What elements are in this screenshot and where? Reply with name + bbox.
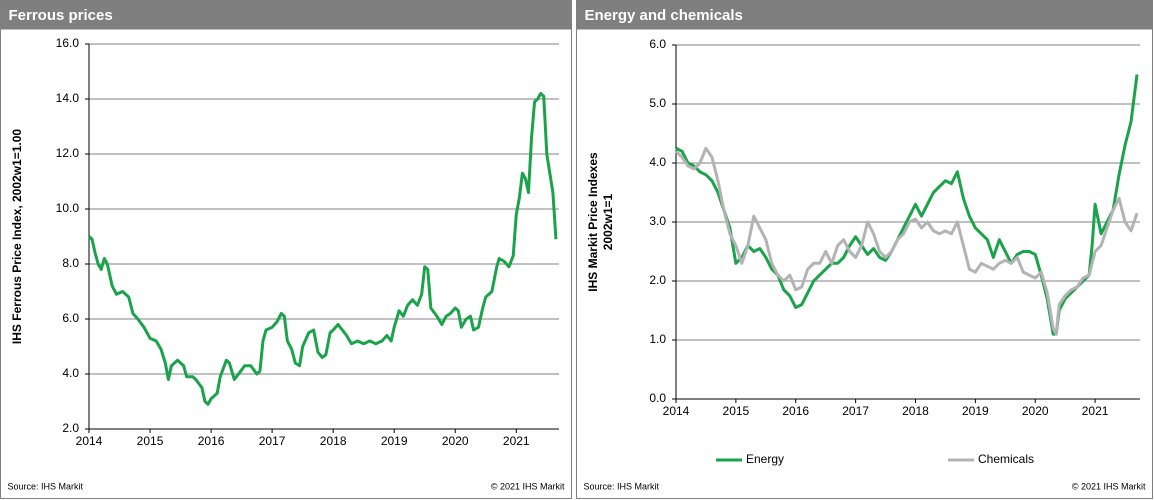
y-axis-label: 2002w1=1	[601, 193, 615, 250]
y-tick-label: 2.0	[62, 421, 79, 435]
data-line	[675, 74, 1139, 336]
legend-label: Energy	[746, 452, 784, 466]
x-tick-label: 2016	[198, 434, 225, 448]
y-tick-label: 14.0	[56, 91, 80, 105]
y-tick-label: 2.0	[649, 273, 666, 287]
x-tick-label: 2017	[259, 434, 286, 448]
y-axis-label: IHS Ferrous Price Index, 2002w1=1.00	[10, 129, 24, 344]
x-tick-label: 2018	[320, 434, 347, 448]
y-tick-label: 4.0	[649, 155, 666, 169]
panel-title: Ferrous prices	[9, 7, 113, 24]
x-tick-label: 2021	[1082, 404, 1109, 418]
y-tick-label: 0.0	[649, 391, 666, 405]
y-tick-label: 12.0	[56, 146, 80, 160]
x-tick-label: 2021	[503, 434, 530, 448]
x-tick-label: 2016	[782, 404, 809, 418]
source-note: Source: IHS Markit	[8, 481, 84, 491]
panel: Energy and chemicals 0.0 1.0 2.0 3.0 4.0 5.0 6.…	[576, 0, 1153, 499]
y-tick-label: 8.0	[62, 256, 79, 270]
y-tick-label: 16.0	[56, 36, 80, 50]
x-tick-label: 2019	[381, 434, 408, 448]
x-tick-label: 2015	[723, 404, 750, 418]
y-axis-label: IHS Markit Price Indexes	[586, 152, 600, 292]
credit-note: © 2021 IHS Markit	[1072, 481, 1146, 491]
panel-frame	[0, 0, 572, 499]
panel-header	[576, 0, 1153, 30]
x-tick-label: 2014	[76, 434, 103, 448]
panel: Ferrous prices 2.0 4.0 6.0 8.0 10.0 12.0 14.0 16…	[0, 0, 572, 499]
y-tick-label: 3.0	[649, 214, 666, 228]
y-tick-label: 6.0	[62, 311, 79, 325]
x-tick-label: 2019	[962, 404, 989, 418]
x-tick-label: 2020	[1022, 404, 1049, 418]
x-tick-label: 2017	[842, 404, 869, 418]
data-line	[674, 146, 1139, 336]
y-tick-label: 10.0	[56, 201, 80, 215]
panel-title: Energy and chemicals	[585, 7, 743, 24]
x-tick-label: 2014	[663, 404, 690, 418]
credit-note: © 2021 IHS Markit	[491, 481, 565, 491]
y-tick-label: 4.0	[62, 366, 79, 380]
x-tick-label: 2018	[902, 404, 929, 418]
y-tick-label: 5.0	[649, 96, 666, 110]
x-tick-label: 2015	[137, 434, 164, 448]
x-tick-label: 2020	[442, 434, 469, 448]
y-tick-label: 1.0	[649, 332, 666, 346]
legend-label: Chemicals	[978, 452, 1034, 466]
panel-header	[0, 0, 572, 30]
data-line	[87, 92, 558, 406]
y-tick-label: 6.0	[649, 37, 666, 51]
source-note: Source: IHS Markit	[584, 481, 660, 491]
